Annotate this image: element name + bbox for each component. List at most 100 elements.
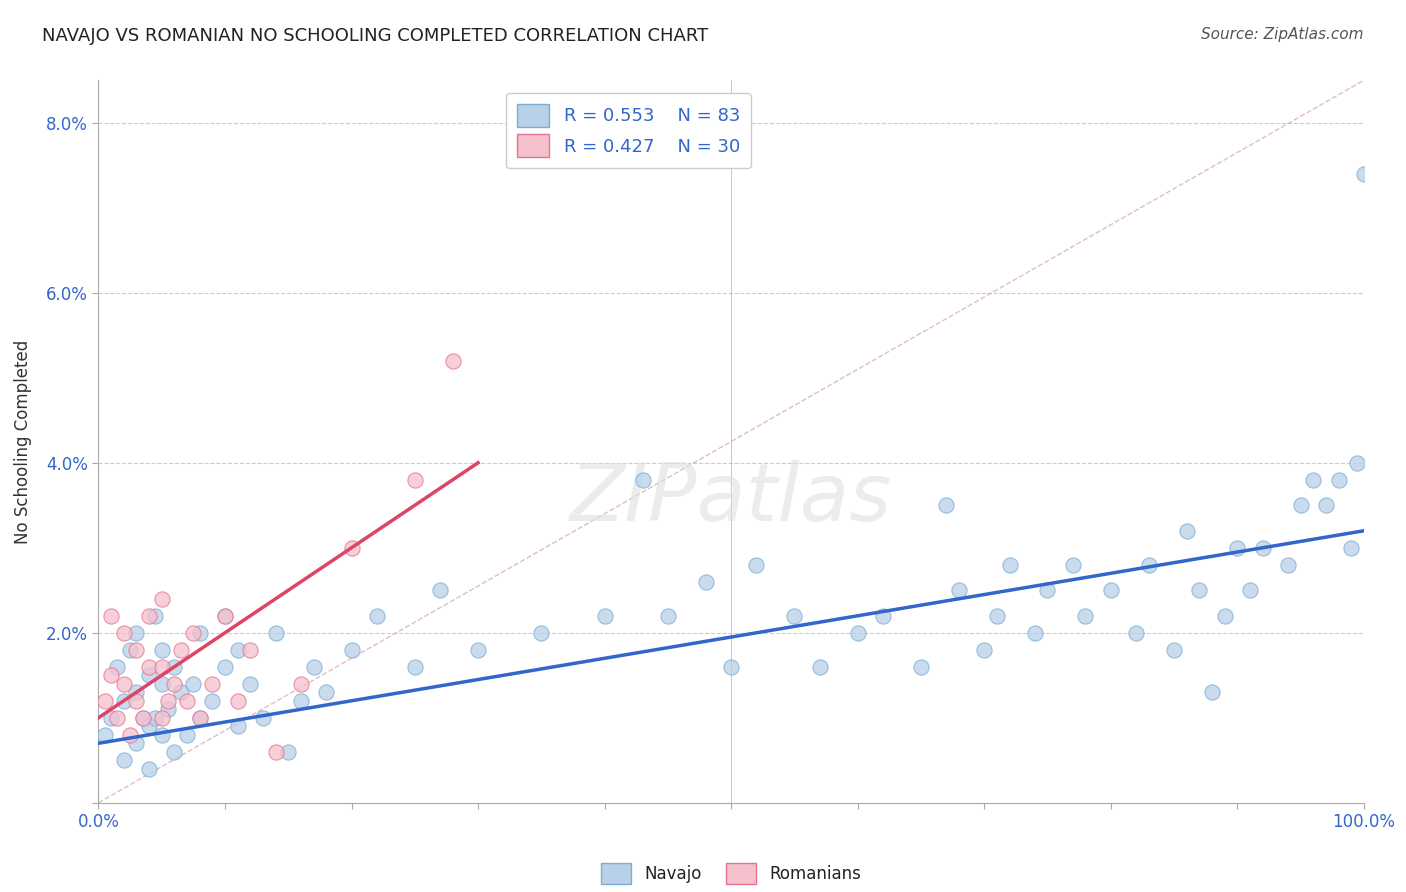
Point (138, 762, 160, 776)
Point (188, 711, 211, 725)
Point (1175, 524, 1198, 538)
Point (150, 677, 173, 691)
Point (290, 677, 312, 691)
Point (169, 685, 191, 699)
Point (252, 711, 274, 725)
Point (125, 625, 148, 640)
Point (935, 498, 957, 512)
Point (1327, 473, 1350, 487)
Point (145, 608, 166, 623)
Text: ZIPatlas: ZIPatlas (569, 460, 893, 539)
Point (1036, 583, 1059, 598)
Point (214, 608, 236, 623)
Point (93, 728, 117, 742)
Point (1099, 583, 1122, 598)
Point (214, 608, 236, 623)
Point (239, 677, 262, 691)
Point (226, 719, 249, 733)
Point (176, 694, 198, 708)
Point (188, 711, 211, 725)
Point (783, 608, 806, 623)
Point (125, 685, 148, 699)
Point (201, 694, 224, 708)
Point (366, 608, 388, 623)
Point (183, 677, 205, 691)
Point (150, 728, 173, 742)
Point (138, 660, 160, 674)
Point (1163, 642, 1185, 657)
Point (1226, 541, 1249, 555)
Point (112, 753, 135, 767)
Point (302, 660, 325, 674)
Point (120, 728, 141, 742)
Point (138, 719, 160, 733)
Point (1188, 583, 1211, 598)
Point (1062, 558, 1084, 572)
Point (100, 608, 122, 623)
Point (1353, 167, 1375, 181)
Point (163, 677, 186, 691)
Point (100, 668, 122, 682)
Point (1315, 498, 1337, 512)
Point (986, 608, 1008, 623)
Point (998, 558, 1021, 572)
Point (846, 625, 869, 640)
Point (132, 711, 155, 725)
Point (1137, 558, 1160, 572)
Point (1239, 583, 1261, 598)
Point (125, 736, 148, 750)
Point (93, 694, 117, 708)
Point (138, 668, 160, 682)
Point (404, 660, 426, 674)
Point (1201, 685, 1223, 699)
Point (910, 660, 932, 674)
Point (163, 745, 186, 759)
Point (1302, 473, 1324, 487)
Point (125, 694, 148, 708)
Text: NAVAJO VS ROMANIAN NO SCHOOLING COMPLETED CORRELATION CHART: NAVAJO VS ROMANIAN NO SCHOOLING COMPLETE… (42, 27, 709, 45)
Point (176, 728, 198, 742)
Point (340, 642, 363, 657)
Text: Source: ZipAtlas.com: Source: ZipAtlas.com (1201, 27, 1364, 42)
Point (157, 702, 180, 716)
Point (948, 583, 970, 598)
Point (530, 625, 553, 640)
Point (657, 608, 679, 623)
Legend: Navajo, Romanians: Navajo, Romanians (592, 855, 870, 892)
Point (125, 642, 148, 657)
Point (201, 677, 224, 691)
Point (1125, 625, 1147, 640)
Point (808, 660, 831, 674)
Point (1289, 498, 1312, 512)
Point (239, 642, 262, 657)
Point (169, 642, 191, 657)
Point (1251, 541, 1274, 555)
Point (973, 642, 995, 657)
Point (157, 694, 180, 708)
Point (1213, 608, 1236, 623)
Y-axis label: No Schooling Completed: No Schooling Completed (14, 340, 32, 543)
Point (107, 660, 129, 674)
Point (290, 694, 312, 708)
Point (226, 642, 249, 657)
Point (138, 608, 160, 623)
Point (720, 660, 742, 674)
Point (150, 660, 173, 674)
Point (340, 541, 363, 555)
Point (163, 660, 186, 674)
Point (264, 625, 287, 640)
Point (429, 583, 451, 598)
Point (1074, 608, 1097, 623)
Point (226, 694, 249, 708)
Point (150, 711, 173, 725)
Point (188, 625, 211, 640)
Point (695, 574, 717, 589)
Point (120, 642, 141, 657)
Point (112, 677, 135, 691)
Point (467, 642, 489, 657)
Point (404, 473, 426, 487)
Point (631, 473, 654, 487)
Point (1340, 541, 1362, 555)
Point (100, 711, 122, 725)
Point (107, 711, 129, 725)
